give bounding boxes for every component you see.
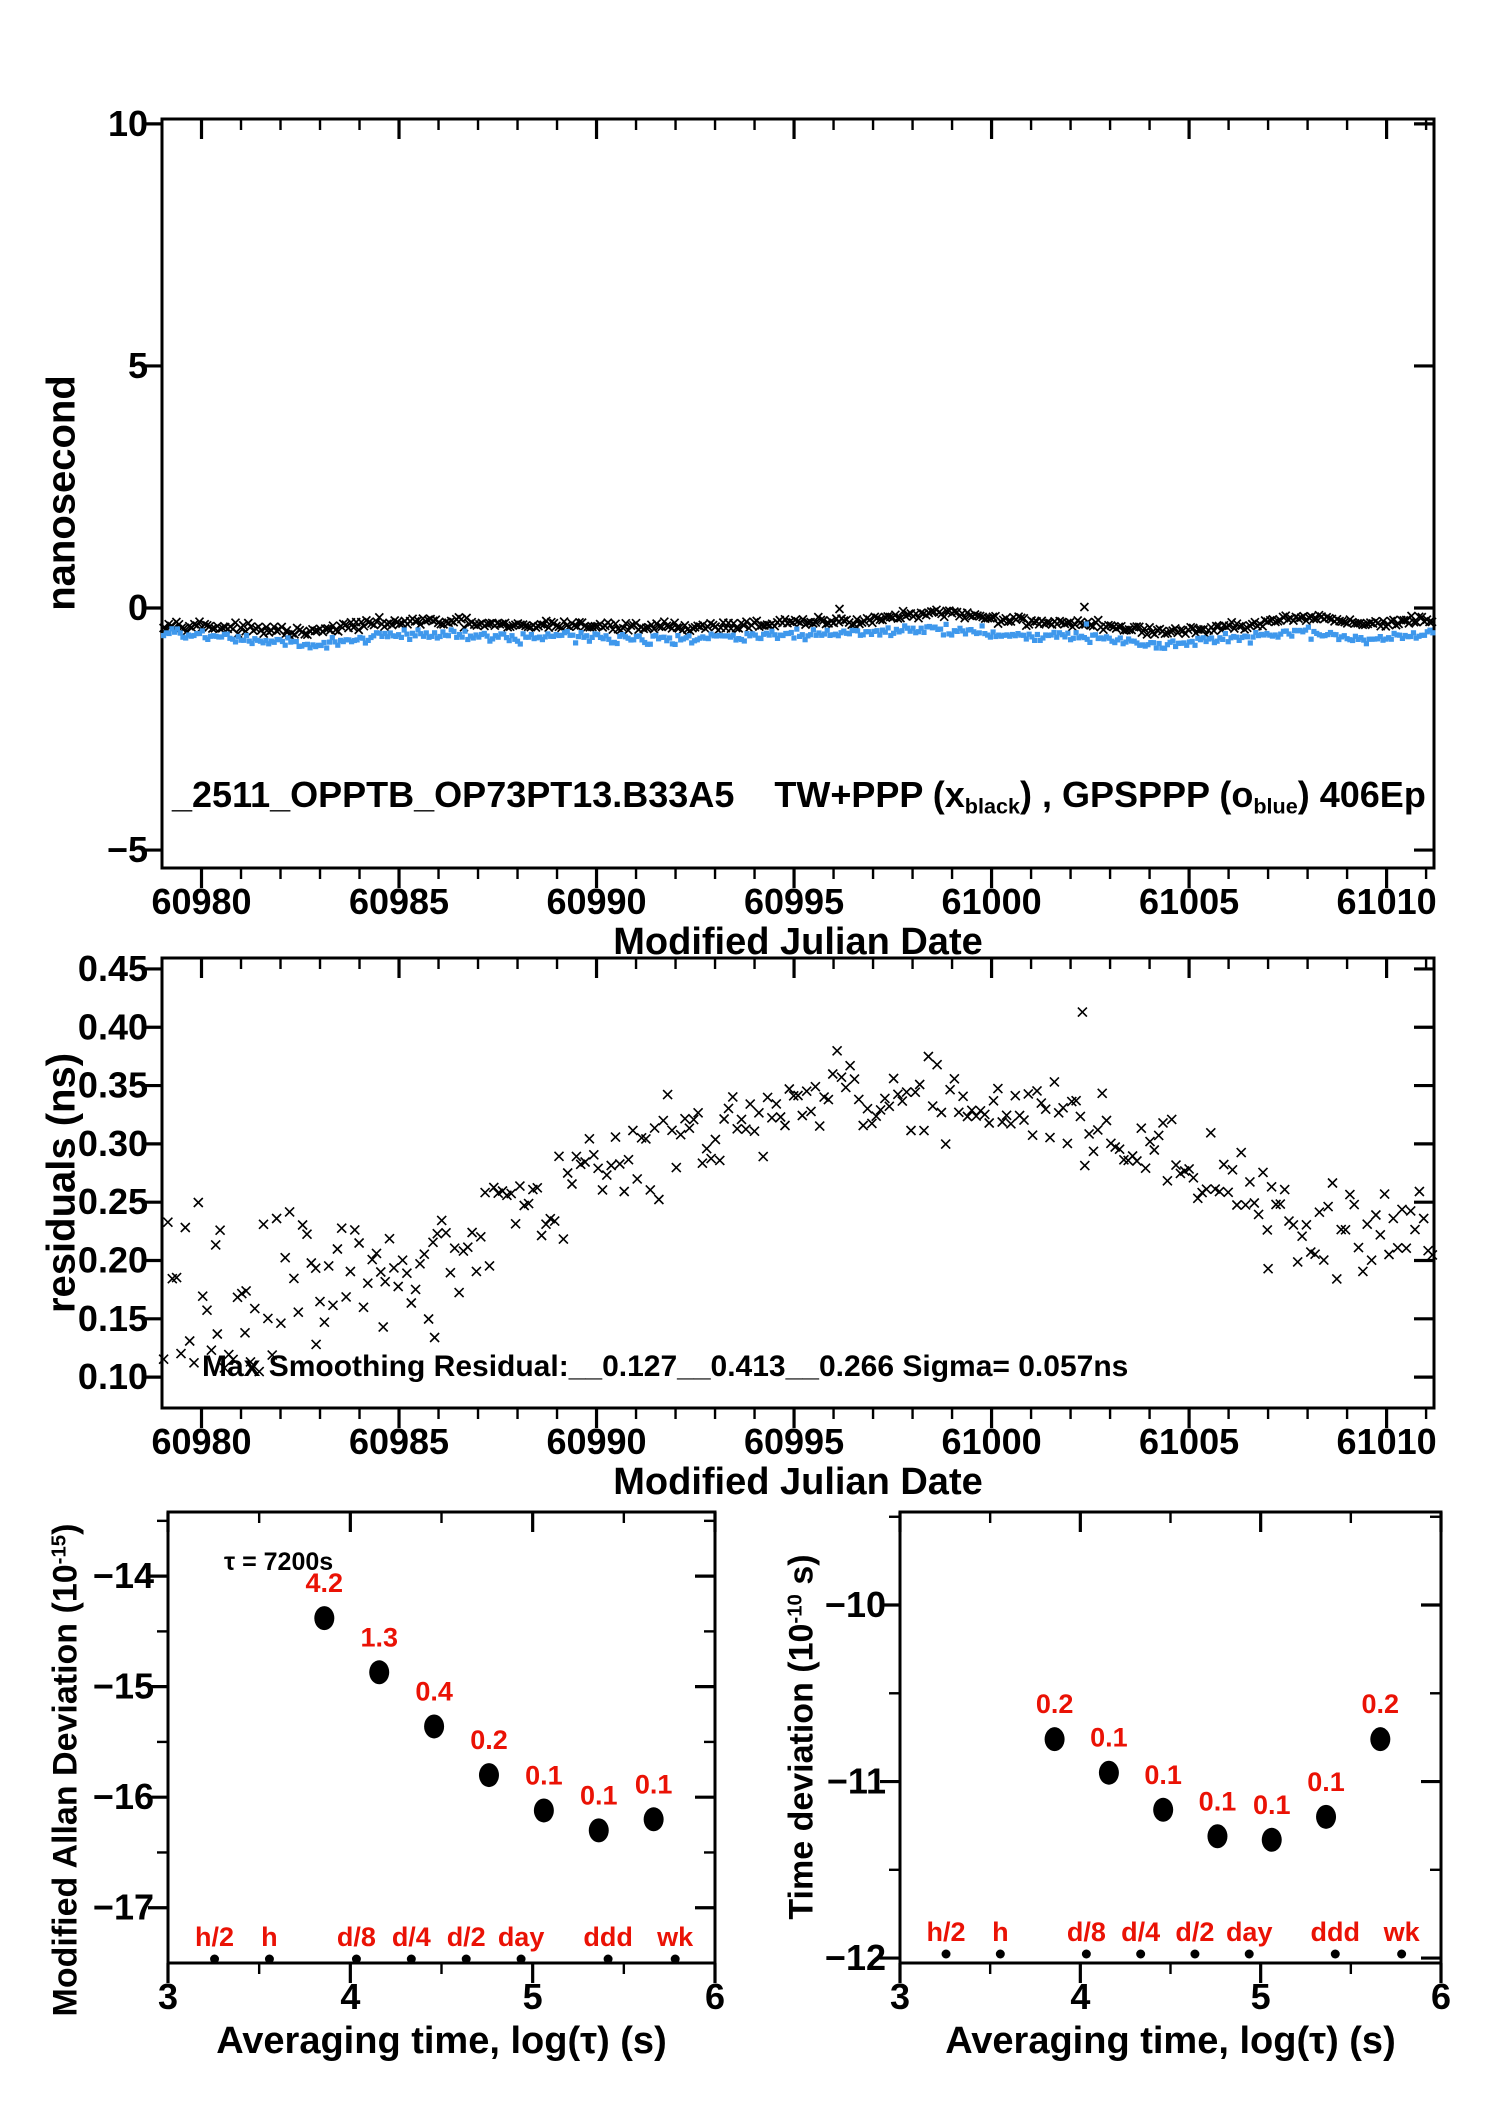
svg-text:wk: wk <box>656 1922 694 1952</box>
svg-text:5: 5 <box>523 1976 543 2017</box>
svg-text:day: day <box>1226 1917 1273 1947</box>
svg-text:day: day <box>498 1922 545 1952</box>
svg-text:0.4: 0.4 <box>415 1676 453 1706</box>
svg-text:−16: −16 <box>93 1776 154 1817</box>
svg-text:−15: −15 <box>93 1666 154 1707</box>
svg-text:d/2: d/2 <box>1175 1917 1214 1947</box>
dataset-id: _2511_OPPTB_OP73PT13.B33A5 <box>172 774 735 815</box>
svg-text:4: 4 <box>1070 1976 1090 2017</box>
svg-text:60980: 60980 <box>151 881 251 922</box>
svg-text:61010: 61010 <box>1337 881 1437 922</box>
svg-text:0.10: 0.10 <box>78 1356 148 1397</box>
svg-text:0.40: 0.40 <box>78 1006 148 1047</box>
svg-text:0.25: 0.25 <box>78 1181 148 1222</box>
svg-text:−11: −11 <box>827 1761 886 1802</box>
period-marks: h/2 h d/8 d/4 d/2 day ddd wk <box>927 1917 1421 1959</box>
top-panel: 60980 60985 60990 60995 61000 61005 61010 10 5 0 −… <box>107 103 1437 963</box>
svg-text:−17: −17 <box>93 1887 154 1928</box>
svg-text:61010: 61010 <box>1337 1421 1437 1462</box>
svg-text:h: h <box>261 1922 278 1952</box>
tau-note: τ = 7200s <box>224 1548 334 1576</box>
svg-text:d/4: d/4 <box>1121 1917 1160 1947</box>
svg-text:0.1: 0.1 <box>1307 1767 1345 1797</box>
top-panel-title: _2511_OPPTB_OP73PT13.B33A5 TW+PPP (xblac… <box>172 774 1426 819</box>
svg-text:61000: 61000 <box>942 1421 1042 1462</box>
svg-text:6: 6 <box>1431 1976 1451 2017</box>
svg-text:0.2: 0.2 <box>1362 1689 1400 1719</box>
svg-text:ddd: ddd <box>583 1922 632 1952</box>
mdev-panel: 3 4 5 6 −14 −15 −16 −17 Averaging time, log(τ) (… <box>93 1510 725 2062</box>
svg-text:4: 4 <box>340 1976 360 2017</box>
svg-text:d/4: d/4 <box>392 1922 431 1952</box>
svg-text:0.1: 0.1 <box>580 1780 618 1810</box>
deviation-points: 4.2 1.3 0.4 0.2 0.1 0.1 0.1 <box>306 1568 673 1843</box>
tw-sub: black <box>964 793 1020 819</box>
svg-text:61005: 61005 <box>1139 1421 1239 1462</box>
max-smoothing-residual-annotation: Max Smoothing Residual:__0.127__0.413__0… <box>202 1350 1129 1383</box>
svg-text:60985: 60985 <box>349 881 449 922</box>
svg-text:60990: 60990 <box>546 881 646 922</box>
svg-text:−12: −12 <box>825 1937 886 1978</box>
svg-text:h/2: h/2 <box>927 1917 966 1947</box>
svg-text:wk: wk <box>1383 1917 1421 1947</box>
svg-text:Modified Julian Date: Modified Julian Date <box>613 1461 982 1503</box>
tail-label: ) 406Ep <box>1297 774 1426 815</box>
svg-text:0.35: 0.35 <box>78 1065 148 1106</box>
svg-text:1.3: 1.3 <box>360 1622 398 1652</box>
svg-text:0.15: 0.15 <box>78 1298 148 1339</box>
svg-text:60995: 60995 <box>744 1421 844 1462</box>
svg-text:0.30: 0.30 <box>78 1123 148 1164</box>
tdev-panel: 3 4 5 6 −10 −11 −12 Averaging time, log(τ) (s) 0… <box>825 1510 1451 2062</box>
residuals-series <box>158 1006 1438 1377</box>
tw-label: TW+PPP (x <box>774 774 965 815</box>
svg-text:0.1: 0.1 <box>1253 1790 1291 1820</box>
svg-text:0.2: 0.2 <box>470 1725 508 1755</box>
svg-text:5: 5 <box>1251 1976 1271 2017</box>
svg-text:0: 0 <box>128 587 148 628</box>
period-marks: h/2 h d/8 d/4 d/2 day ddd wk <box>195 1922 694 1964</box>
svg-text:Averaging time, log(τ) (s): Averaging time, log(τ) (s) <box>216 2020 666 2062</box>
svg-text:3: 3 <box>890 1976 910 2017</box>
svg-text:−10: −10 <box>825 1584 886 1625</box>
svg-text:5: 5 <box>128 345 148 386</box>
svg-text:0.20: 0.20 <box>78 1239 148 1280</box>
svg-text:d/8: d/8 <box>1067 1917 1106 1947</box>
svg-text:h/2: h/2 <box>195 1922 234 1952</box>
svg-text:Modified Julian Date: Modified Julian Date <box>613 921 982 963</box>
svg-text:3: 3 <box>158 1976 178 2017</box>
svg-text:0.1: 0.1 <box>1090 1723 1128 1753</box>
svg-text:60995: 60995 <box>744 881 844 922</box>
svg-text:4.2: 4.2 <box>306 1568 344 1598</box>
svg-text:ddd: ddd <box>1311 1917 1360 1947</box>
svg-text:0.1: 0.1 <box>635 1769 673 1799</box>
svg-text:61005: 61005 <box>1139 881 1239 922</box>
svg-text:10: 10 <box>108 103 148 144</box>
blue-sub: blue <box>1253 793 1298 819</box>
svg-text:Averaging time, log(τ) (s): Averaging time, log(τ) (s) <box>945 2020 1395 2062</box>
svg-text:h: h <box>992 1917 1009 1947</box>
svg-text:d/8: d/8 <box>337 1922 376 1952</box>
mid-label: ) , GPSPPP (o <box>1019 774 1254 815</box>
svg-text:60980: 60980 <box>151 1421 251 1462</box>
svg-text:0.1: 0.1 <box>525 1760 563 1790</box>
svg-text:60990: 60990 <box>546 1421 646 1462</box>
deviation-points: 0.2 0.1 0.1 0.1 0.1 0.1 0.2 <box>1036 1689 1399 1852</box>
svg-text:d/2: d/2 <box>447 1922 486 1952</box>
svg-text:60985: 60985 <box>349 1421 449 1462</box>
svg-text:−14: −14 <box>93 1555 154 1596</box>
svg-text:0.45: 0.45 <box>78 948 148 989</box>
middle-panel: 60980 60985 60990 60995 61000 61005 61010 0.45 0… <box>78 948 1438 1503</box>
svg-text:−5: −5 <box>107 829 148 870</box>
svg-text:61000: 61000 <box>942 881 1042 922</box>
svg-text:0.1: 0.1 <box>1144 1760 1182 1790</box>
svg-text:0.2: 0.2 <box>1036 1689 1074 1719</box>
svg-text:6: 6 <box>705 1976 725 2017</box>
svg-text:0.1: 0.1 <box>1199 1786 1237 1816</box>
